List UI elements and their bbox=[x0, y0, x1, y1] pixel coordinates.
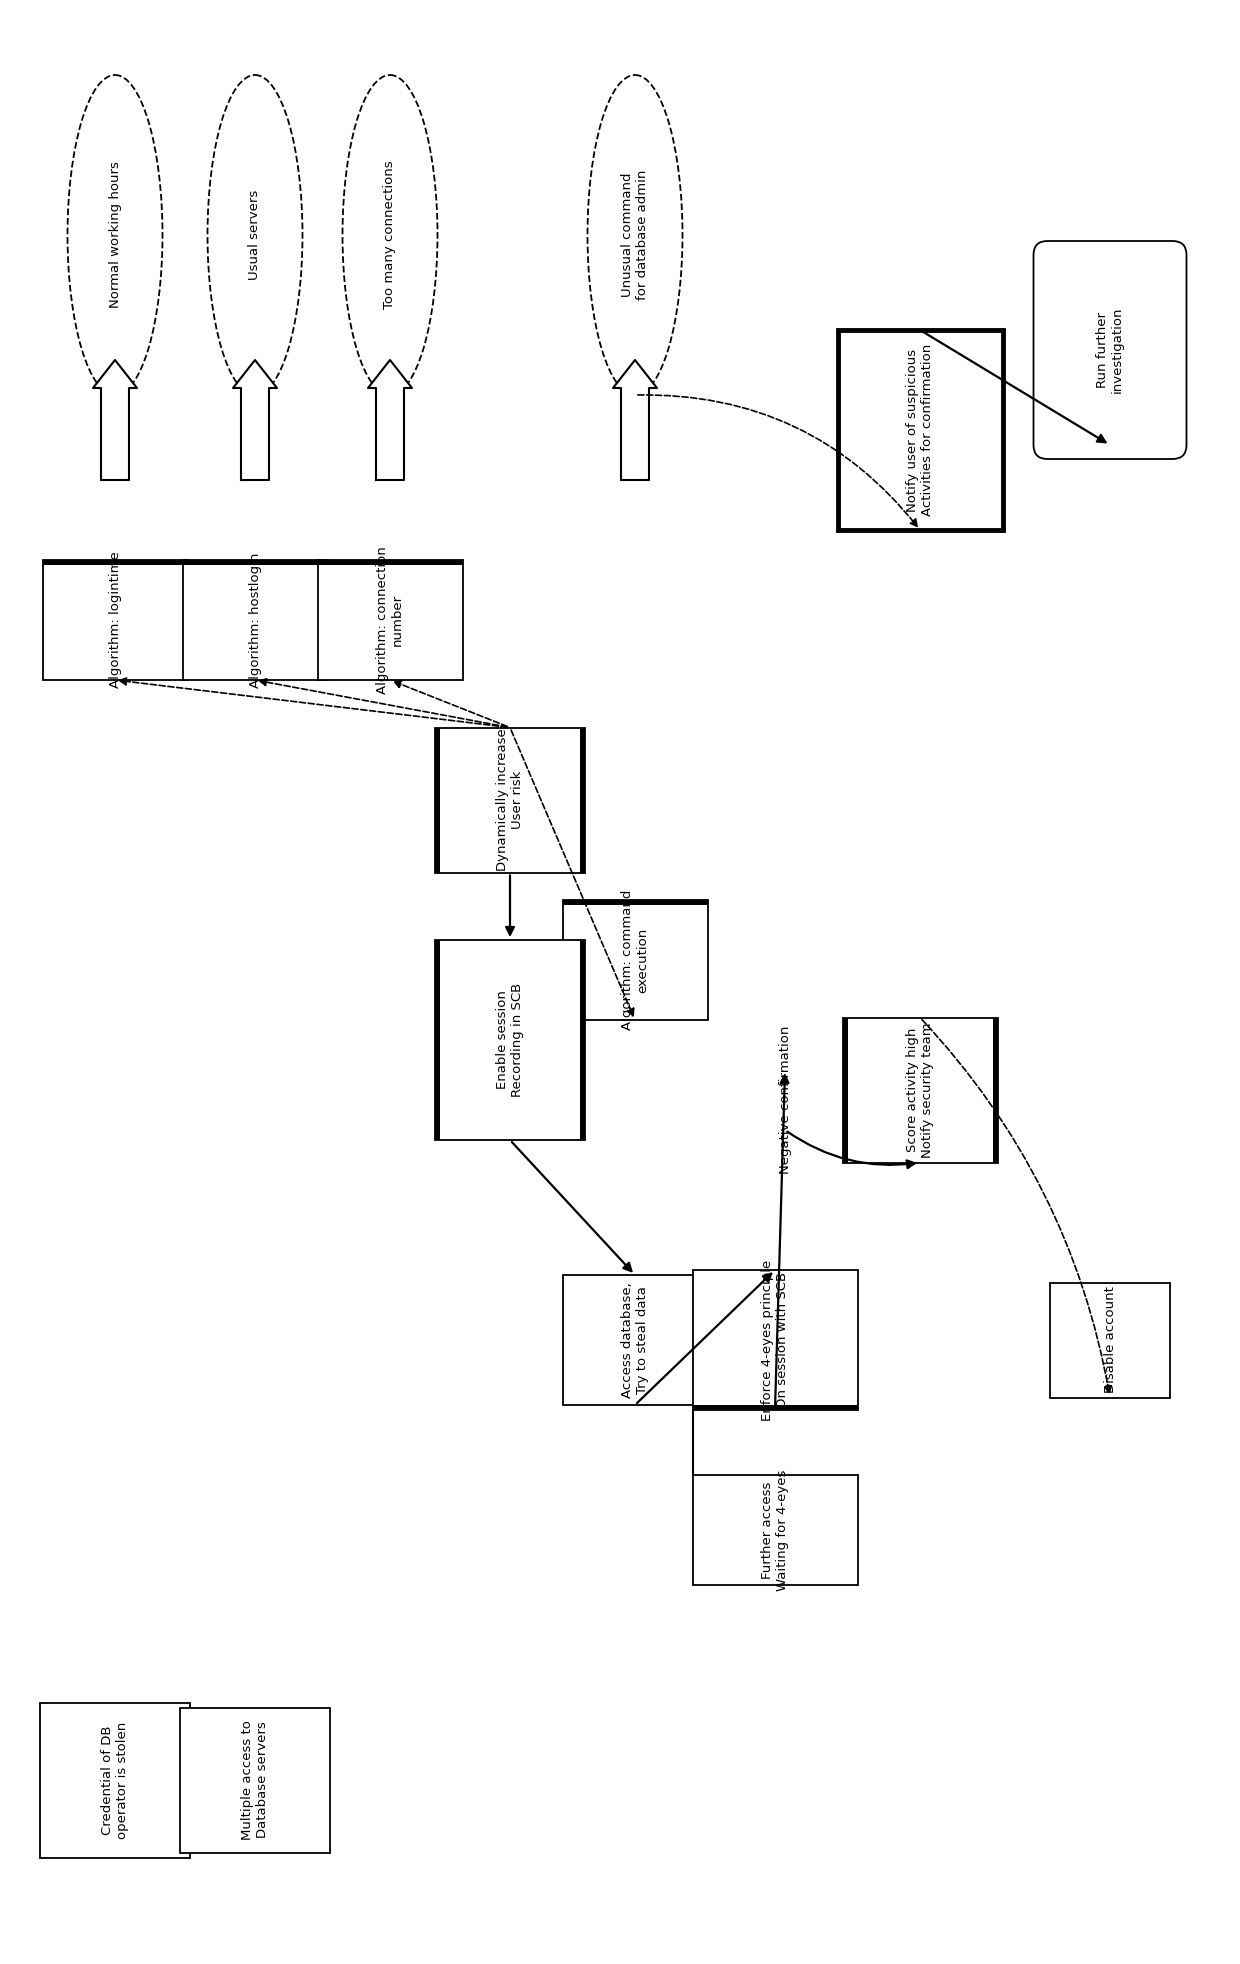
Bar bbox=[435, 941, 585, 1139]
Bar bbox=[317, 560, 463, 566]
Bar bbox=[182, 560, 327, 566]
Bar bbox=[42, 560, 187, 680]
Bar bbox=[563, 900, 708, 1019]
Ellipse shape bbox=[207, 75, 303, 395]
Ellipse shape bbox=[588, 75, 682, 395]
Text: Run further
investigation: Run further investigation bbox=[1096, 306, 1123, 393]
FancyBboxPatch shape bbox=[1033, 242, 1187, 460]
Bar bbox=[182, 560, 327, 680]
Bar bbox=[692, 1271, 858, 1410]
Bar bbox=[580, 727, 585, 872]
Bar bbox=[842, 1017, 847, 1163]
Bar bbox=[563, 1275, 708, 1404]
Bar bbox=[692, 1404, 858, 1410]
Polygon shape bbox=[368, 359, 412, 479]
Text: Enforce 4-eyes principle
On session with SCB: Enforce 4-eyes principle On session with… bbox=[761, 1259, 789, 1420]
Text: Disable account: Disable account bbox=[1104, 1286, 1116, 1392]
Bar bbox=[435, 727, 585, 872]
Text: Too many connections: Too many connections bbox=[383, 161, 397, 308]
Bar bbox=[1050, 1282, 1171, 1398]
Bar bbox=[580, 941, 585, 1139]
Text: Credential of DB
operator is stolen: Credential of DB operator is stolen bbox=[100, 1720, 129, 1838]
Text: Normal working hours: Normal working hours bbox=[109, 161, 122, 308]
Text: Enable session
Recording in SCB: Enable session Recording in SCB bbox=[496, 982, 525, 1098]
Text: Notify user of suspicious
Activities for confirmation: Notify user of suspicious Activities for… bbox=[906, 344, 934, 517]
Text: Unusual command
for database admin: Unusual command for database admin bbox=[621, 169, 649, 300]
Bar bbox=[992, 1017, 997, 1163]
Text: Algorithm: command
execution: Algorithm: command execution bbox=[621, 890, 649, 1031]
Ellipse shape bbox=[342, 75, 438, 395]
Bar bbox=[317, 560, 463, 680]
Text: Access database,
Try to steal data: Access database, Try to steal data bbox=[621, 1282, 649, 1398]
Polygon shape bbox=[233, 359, 277, 479]
Text: Algorithm: connection
number: Algorithm: connection number bbox=[376, 546, 404, 693]
Bar bbox=[180, 1707, 330, 1852]
Text: Multiple access to
Database servers: Multiple access to Database servers bbox=[241, 1720, 269, 1840]
Text: Algorithm: logintime: Algorithm: logintime bbox=[109, 552, 122, 687]
Bar bbox=[435, 727, 440, 872]
Polygon shape bbox=[613, 359, 657, 479]
Polygon shape bbox=[93, 359, 136, 479]
Text: Score activity high
Notify security team: Score activity high Notify security team bbox=[906, 1021, 934, 1159]
Bar bbox=[435, 941, 440, 1139]
Bar bbox=[837, 330, 1002, 530]
Bar bbox=[40, 1703, 190, 1858]
Text: Dynamically increase
User risk: Dynamically increase User risk bbox=[496, 729, 525, 872]
Ellipse shape bbox=[67, 75, 162, 395]
Bar bbox=[692, 1475, 858, 1585]
Text: Negative confirmation: Negative confirmation bbox=[779, 1025, 791, 1174]
Text: Algorithm: hostlogin: Algorithm: hostlogin bbox=[248, 552, 262, 687]
Text: Further access
Waiting for 4-eyes: Further access Waiting for 4-eyes bbox=[761, 1469, 789, 1591]
Bar bbox=[563, 900, 708, 905]
Bar bbox=[42, 560, 187, 566]
Bar bbox=[842, 1017, 997, 1163]
Text: Usual servers: Usual servers bbox=[248, 191, 262, 281]
